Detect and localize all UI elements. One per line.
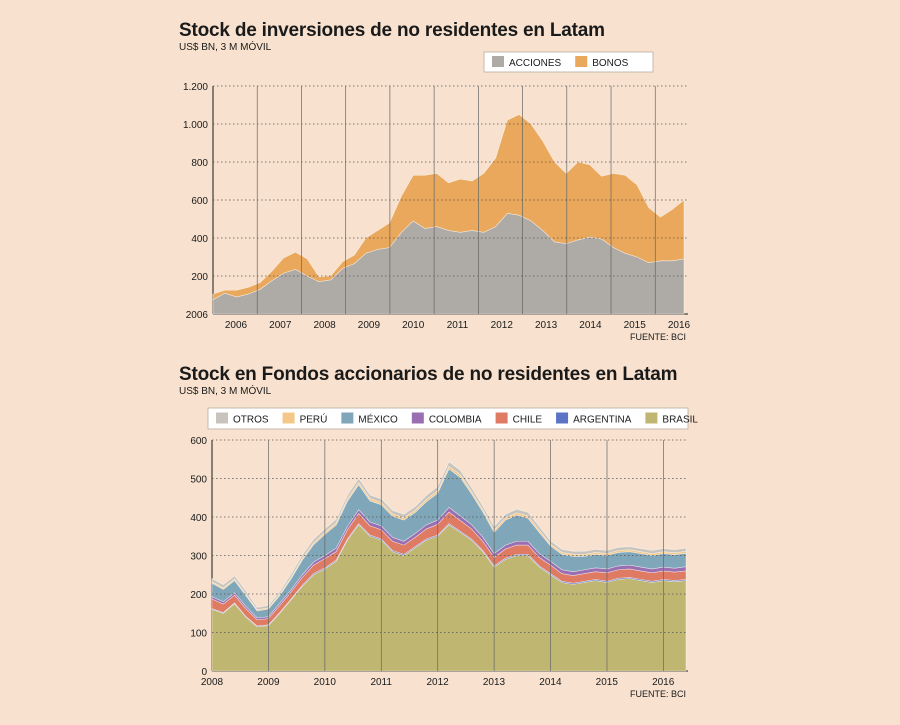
- chart1-xtick-label: 2015: [624, 320, 647, 331]
- chart2-title: Stock en Fondos accionarios de no reside…: [179, 364, 678, 385]
- chart1-svg: 1.200 1.000 800 600 400 200 2006 2007 2008 2009 20…: [183, 51, 691, 342]
- chart2-legend-swatch-mexico: [341, 412, 354, 424]
- chart2-ytick-label: 600: [190, 436, 207, 447]
- chart1-ytick-label: 400: [191, 234, 208, 245]
- chart1-ytick-label: 800: [191, 158, 208, 169]
- chart1-subtitle: US$ BN, 3 M MÓVIL: [179, 42, 272, 53]
- chart1-legend-label-bonos: BONOS: [592, 58, 628, 69]
- chart2-ytick-label: 200: [190, 590, 207, 601]
- chart2-ytick-label: 100: [190, 629, 207, 640]
- chart1-xtick-label: 2009: [358, 320, 381, 331]
- chart2-ytick-label: 500: [190, 475, 207, 486]
- chart1-xtick-label: 2016: [668, 320, 691, 331]
- chart1-ytick-label: 1.200: [183, 82, 208, 93]
- chart2-ytick-label: 0: [201, 667, 207, 678]
- chart1-area-bonos: [212, 114, 685, 301]
- chart1-xtick-label: 2012: [491, 320, 514, 331]
- chart2-xtick-label: 2012: [426, 677, 449, 688]
- chart1-xtick-label: 2010: [402, 320, 425, 331]
- chart2-legend-label-mexico: MÉXICO: [358, 413, 398, 426]
- chart2-legend-label-otros: OTROS: [233, 415, 269, 426]
- chart2-xtick-label: 2014: [539, 677, 562, 688]
- chart2-legend-label-peru: PERÚ: [300, 413, 328, 426]
- chart1-ytick-label: 1.000: [183, 120, 208, 131]
- chart1-legend: [483, 51, 654, 73]
- chart1-ytick-label: 600: [191, 196, 208, 207]
- chart2-xtick-label: 2016: [652, 677, 675, 688]
- chart2-xtick-label: 2015: [596, 677, 619, 688]
- chart2-legend-swatch-chile: [495, 412, 508, 424]
- chart1-legend-swatch-acciones: [492, 56, 504, 67]
- chart1-xtick-label: 2014: [579, 320, 602, 331]
- chart2-subtitle: US$ BN, 3 M MÓVIL: [179, 386, 272, 397]
- chart2-legend-label-colombia: COLOMBIA: [429, 415, 482, 426]
- chart2-legend-swatch-argentina: [556, 412, 569, 424]
- chart2-legend-swatch-peru: [282, 412, 295, 424]
- chart2-legend-label-argentina: ARGENTINA: [573, 415, 632, 426]
- chart1-xtick-label: 2007: [269, 320, 292, 331]
- chart2-xtick-label: 2010: [314, 677, 337, 688]
- chart2-legend-swatch-otros: [216, 412, 228, 424]
- chart2-legend-swatch-brasil: [645, 412, 658, 424]
- chart1-title: Stock de inversiones de no residentes en…: [179, 20, 605, 41]
- chart1-y-origin-label: 2006: [186, 310, 209, 321]
- chart2-xtick-label: 2013: [483, 677, 506, 688]
- chart1-xtick-label: 2006: [225, 320, 248, 331]
- chart2-xtick-label: 2008: [201, 677, 224, 688]
- chart1-xtick-label: 2013: [535, 320, 558, 331]
- chart1-xtick-label: 2011: [447, 320, 469, 331]
- chart2-legend-swatch-colombia: [411, 412, 424, 424]
- chart2-legend-label-chile: CHILE: [513, 415, 543, 426]
- chart1-ytick-label: 200: [191, 272, 208, 283]
- chart2-legend-label-brasil: BRASIL: [662, 415, 698, 426]
- chart1-legend-label-acciones: ACCIONES: [509, 58, 562, 69]
- chart1-xtick-label: 2008: [313, 320, 336, 331]
- chart2-ytick-label: 300: [190, 552, 207, 563]
- chart2-area-otros: [211, 461, 687, 611]
- chart1-source: FUENTE: BCI: [630, 332, 686, 342]
- chart2-source: FUENTE: BCI: [630, 689, 686, 699]
- chart2-xtick-label: 2009: [257, 677, 280, 688]
- chart2-ytick-label: 400: [190, 513, 207, 524]
- chart2-xtick-label: 2011: [370, 677, 392, 688]
- chart1-legend-swatch-bonos: [575, 56, 588, 67]
